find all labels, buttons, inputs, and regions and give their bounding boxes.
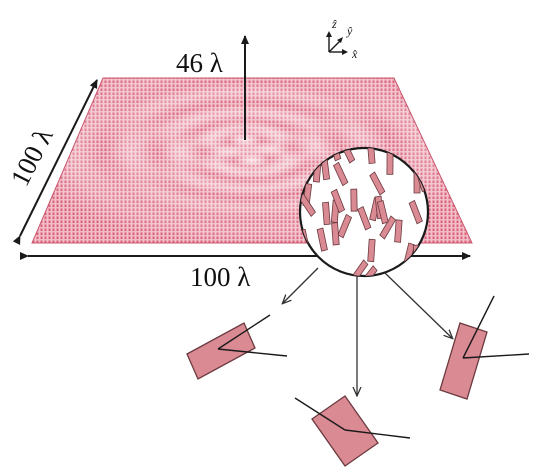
double-arrow-icon [12,79,98,245]
magnified-pillar [322,201,331,226]
axes-icon [326,31,348,55]
meta-atom-middle [294,395,411,467]
magnified-pillar [408,199,423,225]
magnified-pillar [333,161,349,187]
magnified-pillar [369,171,386,196]
magnified-pillar [359,265,378,276]
magnified-pillar [379,215,397,240]
magnified-pillar [357,206,372,231]
magnified-pillar [339,148,356,164]
axis-x-label: x̂ [351,47,358,61]
magnified-pillar [367,238,376,263]
magnified-pillar [350,188,358,212]
magnified-pillar [300,270,310,276]
magnified-pillar [366,148,376,165]
magnified-pillar [394,219,403,243]
meta-atom-left [186,314,288,380]
height-label: 46 λ [176,48,223,78]
axis-y-label: ŷ [346,24,353,38]
magnified-pillar [331,222,340,246]
connector-arrows [283,267,452,395]
magnified-pillar [376,200,389,225]
magnified-pillar [330,188,346,214]
magnified-pillar [316,227,328,252]
magnified-pillar [350,259,369,276]
magnified-pillar [386,151,394,175]
axis-z-label: ẑ [331,17,337,31]
magnified-pillar [314,311,331,334]
meta-atom-right [439,295,530,400]
width-label: 100 λ [190,262,250,292]
magnified-pillar [337,213,353,239]
magnified-pillar [264,288,282,310]
